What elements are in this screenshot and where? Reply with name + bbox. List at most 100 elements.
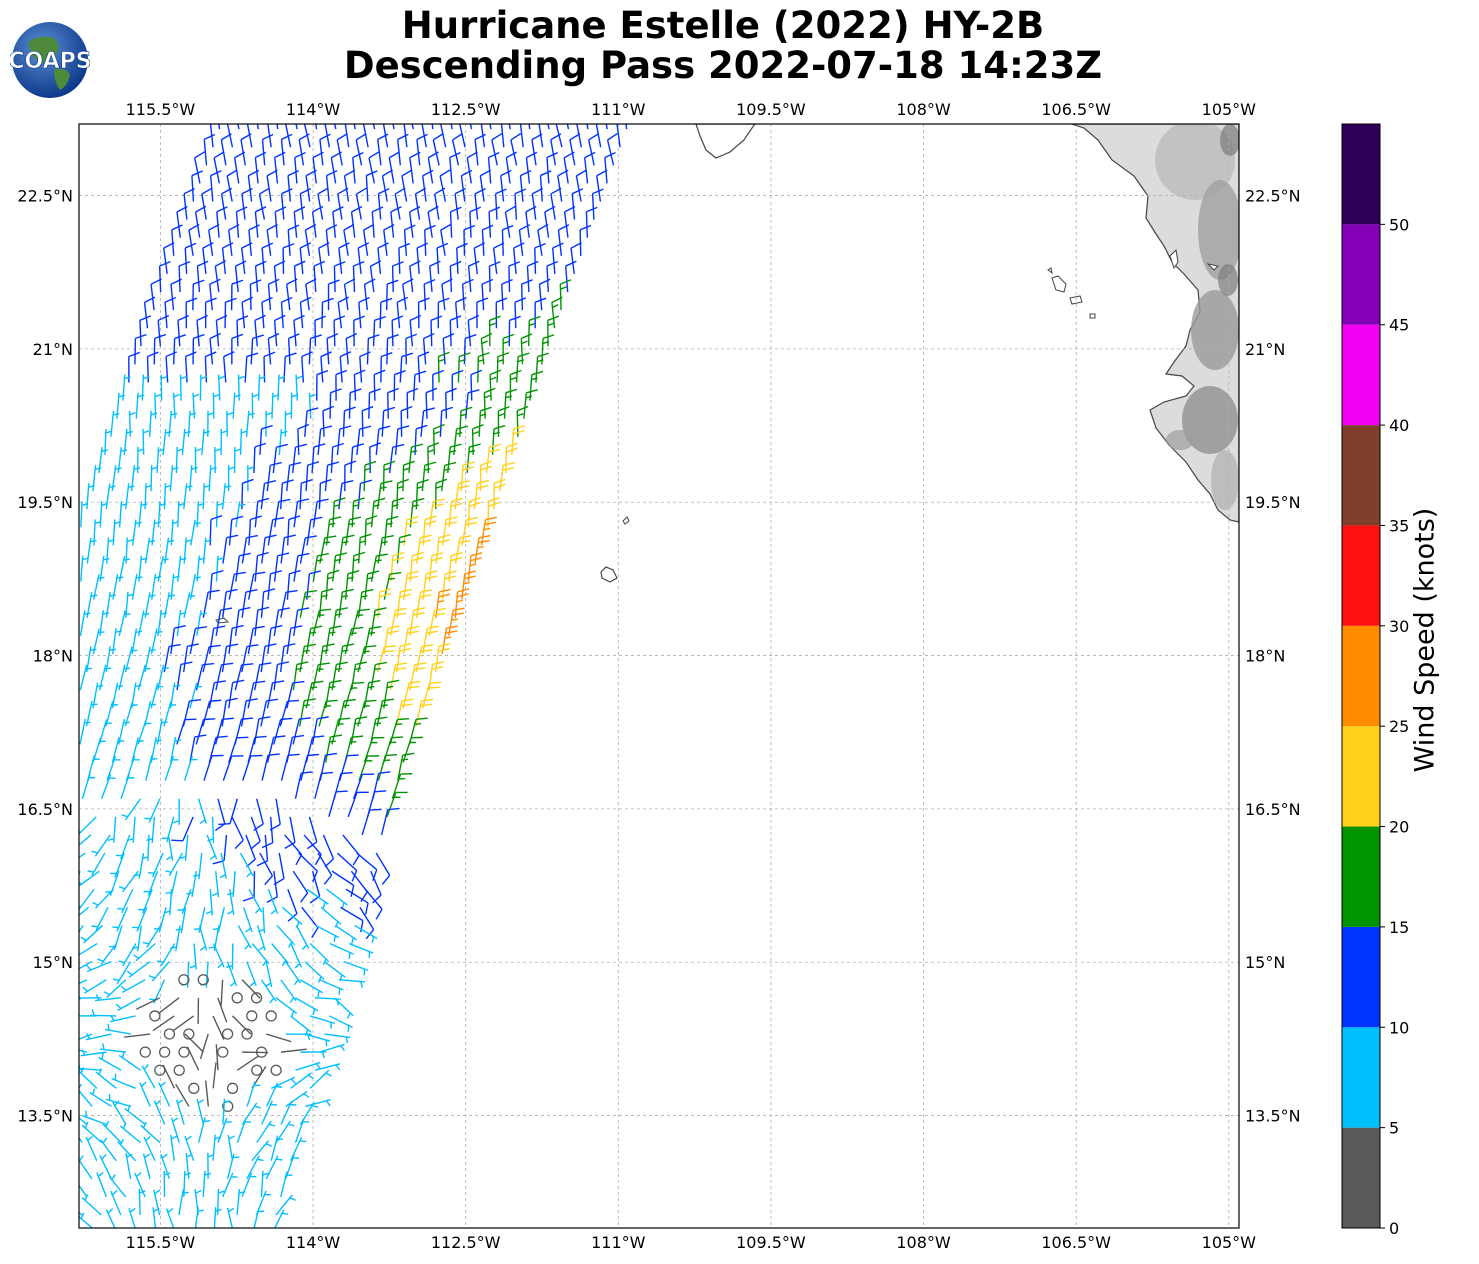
lat-tick-label-left: 19.5°N bbox=[17, 493, 73, 512]
wind-barb bbox=[234, 717, 254, 745]
wind-barb bbox=[305, 625, 323, 655]
wind-barb bbox=[416, 242, 429, 274]
wind-barb bbox=[144, 537, 156, 564]
wind-barb bbox=[164, 296, 177, 329]
lon-tick-label-bottom: 108°W bbox=[896, 1233, 951, 1252]
wind-barb bbox=[110, 410, 120, 437]
wind-barb bbox=[241, 979, 261, 999]
wind-barb bbox=[415, 589, 433, 618]
wind-barb bbox=[383, 625, 400, 655]
wind-barb bbox=[96, 1171, 107, 1198]
wind-barb bbox=[327, 279, 340, 311]
wind-barb bbox=[325, 169, 338, 202]
wind-barb bbox=[147, 852, 164, 878]
wind-barb bbox=[461, 516, 479, 546]
wind-barb bbox=[383, 571, 402, 600]
wind-barb bbox=[267, 570, 282, 600]
wind-barb bbox=[234, 663, 254, 691]
wind-barb bbox=[306, 888, 329, 909]
wind-barb bbox=[345, 516, 361, 546]
wind-barb bbox=[185, 1152, 193, 1179]
wind-barb bbox=[265, 410, 273, 437]
wind-barb bbox=[277, 374, 286, 401]
wind-barb bbox=[246, 1155, 264, 1180]
wind-barb bbox=[79, 979, 88, 985]
wind-barb bbox=[333, 771, 353, 799]
wind-barb bbox=[184, 351, 197, 383]
wind-barb bbox=[425, 387, 438, 419]
wind-barb bbox=[196, 610, 207, 636]
wind-barb bbox=[236, 315, 249, 347]
wind-barb bbox=[212, 1015, 225, 1040]
wind-barb bbox=[191, 170, 203, 202]
wind-barb bbox=[79, 888, 95, 911]
wind-barb bbox=[566, 124, 570, 130]
wind-barb bbox=[177, 314, 189, 347]
wind-barb bbox=[240, 242, 253, 274]
wind-barb bbox=[79, 870, 81, 877]
lon-tick-label-top: 114°W bbox=[286, 100, 341, 119]
wind-barb bbox=[165, 351, 178, 383]
wind-barb bbox=[202, 483, 211, 510]
wind-barb bbox=[361, 405, 374, 437]
wind-barb bbox=[435, 588, 451, 618]
wind-barb bbox=[290, 1072, 314, 1089]
wind-barb bbox=[538, 278, 551, 311]
wind-barb bbox=[221, 1172, 238, 1198]
wind-barb bbox=[399, 352, 414, 383]
wind-barb bbox=[284, 124, 292, 148]
lon-tick-label-bottom: 115.5°W bbox=[126, 1233, 196, 1252]
wind-barb bbox=[329, 388, 342, 419]
wind-barb bbox=[186, 871, 198, 897]
wind-barb bbox=[201, 428, 211, 455]
wind-barb bbox=[199, 1033, 209, 1060]
wind-barb bbox=[537, 223, 549, 256]
wind-barb bbox=[273, 260, 286, 293]
wind-barb bbox=[476, 297, 489, 329]
wind-barb bbox=[358, 755, 380, 781]
wind-barb bbox=[279, 643, 296, 673]
wind-barb bbox=[280, 188, 293, 220]
wind-barb bbox=[209, 332, 221, 365]
wind-barb bbox=[579, 224, 592, 256]
wind-barb bbox=[246, 1081, 261, 1107]
wind-barb bbox=[295, 925, 310, 950]
wind-barb bbox=[267, 624, 283, 655]
wind-barb bbox=[347, 791, 369, 818]
wind-barb bbox=[105, 591, 116, 618]
wind-barb bbox=[237, 925, 252, 950]
wind-barb bbox=[117, 888, 134, 914]
wind-barb bbox=[337, 187, 349, 220]
wind-barb bbox=[128, 351, 141, 383]
land-layer bbox=[215, 124, 1239, 624]
wind-barb bbox=[357, 699, 377, 727]
wind-barb bbox=[285, 1090, 310, 1107]
wind-barb bbox=[286, 515, 301, 546]
wind-barb bbox=[282, 243, 295, 274]
wind-barb bbox=[157, 664, 169, 691]
wind-barb bbox=[505, 442, 518, 473]
wind-barb bbox=[163, 1170, 171, 1197]
wind-barb bbox=[357, 588, 374, 618]
wind-barb bbox=[181, 428, 191, 455]
wind-barb bbox=[359, 351, 371, 383]
wind-barb bbox=[297, 423, 310, 455]
wind-barb bbox=[555, 124, 563, 148]
wind-barb bbox=[501, 278, 513, 311]
wind-barb bbox=[230, 279, 244, 311]
wind-barb bbox=[192, 333, 205, 365]
colorbar-tick-label: 0 bbox=[1389, 1219, 1399, 1238]
wind-barb bbox=[267, 124, 272, 148]
wind-barb bbox=[240, 698, 258, 727]
wind-barb bbox=[559, 279, 572, 311]
wind-barbs-layer bbox=[79, 124, 628, 1228]
wind-barb bbox=[325, 569, 340, 600]
wind-barb bbox=[285, 961, 302, 986]
wind-barb bbox=[270, 1135, 283, 1161]
wind-barb bbox=[134, 1171, 146, 1198]
wind-barb bbox=[150, 278, 162, 311]
colorbar-tick-label: 25 bbox=[1389, 717, 1409, 736]
wind-barb bbox=[300, 753, 320, 781]
wind-barb bbox=[596, 169, 608, 202]
wind-barb bbox=[290, 392, 298, 419]
